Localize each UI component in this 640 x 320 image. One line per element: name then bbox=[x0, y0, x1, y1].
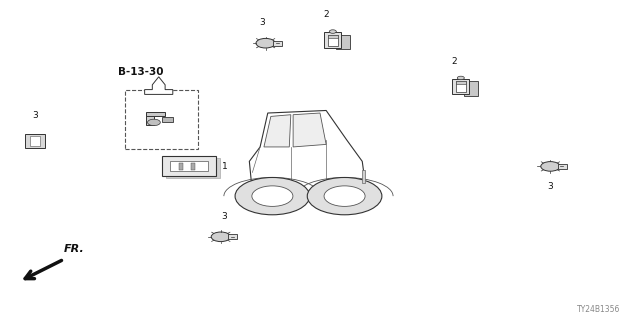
Circle shape bbox=[307, 178, 382, 215]
Text: 3: 3 bbox=[33, 111, 38, 120]
Bar bbox=[228, 234, 237, 239]
Text: FR.: FR. bbox=[64, 244, 84, 254]
Circle shape bbox=[541, 162, 560, 171]
Bar bbox=[452, 79, 469, 94]
Circle shape bbox=[252, 186, 293, 206]
Bar bbox=[456, 81, 466, 84]
Bar bbox=[170, 161, 207, 172]
Bar bbox=[191, 163, 195, 170]
Bar bbox=[362, 170, 365, 182]
Text: TY24B1356: TY24B1356 bbox=[577, 305, 621, 314]
Bar bbox=[146, 112, 165, 116]
Text: 2: 2 bbox=[324, 10, 329, 19]
Bar bbox=[166, 158, 220, 179]
Bar bbox=[179, 163, 183, 170]
Text: 1: 1 bbox=[222, 162, 228, 171]
Polygon shape bbox=[145, 77, 173, 94]
Circle shape bbox=[211, 232, 230, 242]
Bar bbox=[464, 82, 479, 96]
Bar bbox=[146, 114, 154, 125]
Polygon shape bbox=[293, 113, 326, 147]
Bar bbox=[328, 35, 338, 46]
Circle shape bbox=[457, 76, 464, 80]
Text: 2: 2 bbox=[452, 57, 457, 66]
Circle shape bbox=[330, 30, 337, 33]
Text: B-13-30: B-13-30 bbox=[118, 67, 164, 77]
Bar bbox=[162, 156, 216, 177]
Circle shape bbox=[324, 186, 365, 206]
Circle shape bbox=[235, 178, 310, 215]
Bar bbox=[273, 41, 282, 46]
Polygon shape bbox=[264, 115, 291, 147]
Text: 3: 3 bbox=[548, 182, 553, 191]
Bar bbox=[558, 164, 567, 169]
Bar bbox=[30, 136, 40, 147]
Bar bbox=[125, 90, 198, 149]
Bar bbox=[337, 35, 351, 49]
Bar bbox=[324, 32, 341, 48]
Text: 3: 3 bbox=[260, 18, 265, 27]
Bar bbox=[328, 35, 338, 38]
Bar bbox=[456, 82, 466, 92]
Circle shape bbox=[256, 38, 275, 48]
Bar bbox=[162, 117, 173, 122]
Bar bbox=[25, 134, 45, 148]
Text: 3: 3 bbox=[221, 212, 227, 221]
Polygon shape bbox=[250, 110, 365, 193]
Circle shape bbox=[147, 119, 160, 126]
